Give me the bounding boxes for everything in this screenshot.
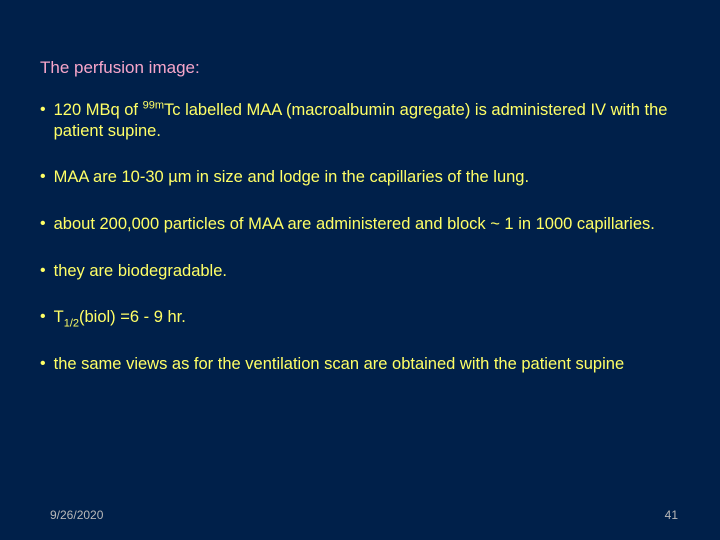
bullet-icon: • <box>40 100 46 120</box>
slide: The perfusion image: • 120 MBq of 99mTc … <box>0 0 720 540</box>
footer-date: 9/26/2020 <box>50 508 103 522</box>
slide-title: The perfusion image: <box>40 58 200 78</box>
footer-page-number: 41 <box>665 508 678 522</box>
bullet-text: about 200,000 particles of MAA are admin… <box>54 214 680 235</box>
bullet-icon: • <box>40 167 46 187</box>
list-item: • they are biodegradable. <box>40 261 680 282</box>
bullet-text: the same views as for the ventilation sc… <box>54 354 680 375</box>
bullet-icon: • <box>40 307 46 327</box>
bullet-list: • 120 MBq of 99mTc labelled MAA (macroal… <box>40 100 680 400</box>
list-item: • about 200,000 particles of MAA are adm… <box>40 214 680 235</box>
bullet-text: 120 MBq of 99mTc labelled MAA (macroalbu… <box>54 100 680 141</box>
bullet-icon: • <box>40 261 46 281</box>
subscript: 1/2 <box>64 317 79 329</box>
bullet-icon: • <box>40 214 46 234</box>
text-fragment: (biol) =6 - 9 hr. <box>79 308 186 326</box>
bullet-text: they are biodegradable. <box>54 261 680 282</box>
bullet-text: MAA are 10-30 µm in size and lodge in th… <box>54 167 680 188</box>
bullet-icon: • <box>40 354 46 374</box>
list-item: • the same views as for the ventilation … <box>40 354 680 375</box>
superscript: 99m <box>143 100 164 112</box>
text-fragment: T <box>54 308 64 326</box>
text-fragment: 120 MBq of <box>54 101 143 119</box>
list-item: • T1/2(biol) =6 - 9 hr. <box>40 307 680 328</box>
bullet-text: T1/2(biol) =6 - 9 hr. <box>54 307 680 328</box>
list-item: • MAA are 10-30 µm in size and lodge in … <box>40 167 680 188</box>
list-item: • 120 MBq of 99mTc labelled MAA (macroal… <box>40 100 680 141</box>
